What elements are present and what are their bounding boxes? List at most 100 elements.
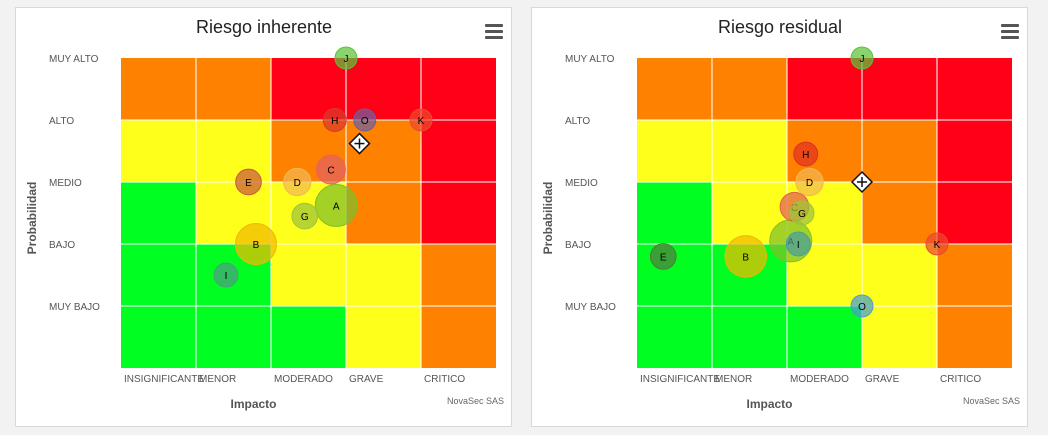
x-tick-label: MENOR <box>715 374 752 385</box>
bubble-label: D <box>294 178 301 189</box>
heatmap-cell <box>421 244 496 306</box>
heatmap-cell <box>121 58 196 120</box>
bubble-point <box>793 141 819 167</box>
bubble-label: J <box>860 54 865 65</box>
x-axis-title: Impacto <box>230 397 276 411</box>
bubble-point <box>649 243 677 270</box>
bubble-label: G <box>301 212 309 223</box>
heatmap-cell <box>787 58 862 120</box>
y-tick-label: BAJO <box>49 240 75 251</box>
chart-panel-residual: Riesgo residual MUY BAJO BAJO MEDIO ALTO MUY … <box>531 7 1028 427</box>
heatmap-cell <box>196 306 271 368</box>
bubble-label: H <box>802 150 809 161</box>
bubble-label: C <box>327 166 334 177</box>
bubble-point <box>785 231 811 257</box>
bubble-point <box>322 108 347 132</box>
x-tick-label: CRITICO <box>940 374 981 385</box>
bubble-point <box>724 235 767 278</box>
heatmap-cell <box>271 244 346 306</box>
bubble-point <box>353 108 377 132</box>
heatmap-cell <box>862 306 937 368</box>
y-tick-label: MUY BAJO <box>565 302 616 313</box>
heatmap-cell <box>937 58 1012 120</box>
y-tick-label: ALTO <box>49 116 74 127</box>
heatmap-cell <box>346 182 421 244</box>
bubble-point <box>235 223 277 265</box>
heatmap-cell <box>121 120 196 182</box>
y-tick-label: MUY ALTO <box>49 54 99 65</box>
chart-title: Riesgo residual <box>718 17 842 37</box>
heatmap-cell <box>121 182 196 244</box>
y-tick-label: ALTO <box>565 116 590 127</box>
bubble-label: K <box>418 116 425 127</box>
bubble-point <box>291 202 319 230</box>
heatmap-cell <box>346 244 421 306</box>
bubble-label: B <box>253 240 260 251</box>
bubble-label: O <box>858 302 866 313</box>
y-tick-label: MUY ALTO <box>565 54 615 65</box>
heatmap-cell <box>637 120 712 182</box>
y-tick-label: BAJO <box>565 240 591 251</box>
heatmap-cell <box>421 58 496 120</box>
bubble-label: E <box>245 178 252 189</box>
x-axis-title: Impacto <box>746 397 792 411</box>
x-tick-label: CRITICO <box>424 374 465 385</box>
heatmap-cell <box>121 244 196 306</box>
bubble-label: K <box>934 240 941 251</box>
chart-credit: NovaSec SAS <box>963 396 1020 406</box>
heatmap-cell <box>712 120 787 182</box>
heatmap-cell <box>271 306 346 368</box>
heatmap-cell <box>862 120 937 182</box>
heatmap-cell <box>937 306 1012 368</box>
chart-menu-icon[interactable] <box>1001 24 1019 40</box>
heatmap-cell <box>862 182 937 244</box>
heatmap-cell <box>637 58 712 120</box>
bubble-point <box>213 262 239 288</box>
x-tick-label: GRAVE <box>349 374 384 385</box>
chart-panel-inherente: Riesgo inherente MUY BAJO BAJO MEDIO ALTO MUY… <box>15 7 512 427</box>
bubble-label: O <box>361 116 369 127</box>
x-tick-label: INSIGNIFICANTE <box>640 374 720 385</box>
bubble-point <box>316 154 346 185</box>
chart-title: Riesgo inherente <box>196 17 332 37</box>
heatmap-cell <box>637 306 712 368</box>
bubble-point <box>235 168 262 196</box>
bubble-label: D <box>806 178 813 189</box>
y-tick-label: MEDIO <box>49 178 82 189</box>
chart-credit: NovaSec SAS <box>447 396 504 406</box>
y-tick-label: MEDIO <box>565 178 598 189</box>
heatmap-cell <box>862 58 937 120</box>
heatmap-cell <box>121 306 196 368</box>
x-tick-label: MODERADO <box>790 374 849 385</box>
bubble-point <box>925 232 949 256</box>
bubble-point <box>409 108 433 132</box>
bubble-point <box>795 167 824 197</box>
heatmap-cell <box>637 182 712 244</box>
heatmap-cell <box>712 306 787 368</box>
heatmap-cell <box>421 120 496 182</box>
bubble-label: J <box>344 54 349 65</box>
chart-svg-residual: Riesgo residual MUY BAJO BAJO MEDIO ALTO MUY … <box>541 17 1020 411</box>
bubble-point <box>850 46 874 70</box>
bubble-point <box>334 46 358 70</box>
bubble-point <box>789 200 815 226</box>
heatmap-cell <box>937 182 1012 244</box>
chart-menu-icon[interactable] <box>485 24 503 40</box>
bubble-label: A <box>333 202 340 213</box>
x-tick-label: GRAVE <box>865 374 900 385</box>
bubble-label: G <box>798 209 806 220</box>
bubble-label: H <box>331 116 338 127</box>
y-tick-label: MUY BAJO <box>49 302 100 313</box>
heatmap-cell <box>196 58 271 120</box>
bubble-label: I <box>225 271 228 282</box>
heatmap-cell <box>346 306 421 368</box>
heatmap-cell <box>712 58 787 120</box>
heatmap-cell <box>421 306 496 368</box>
heatmap-cell <box>937 244 1012 306</box>
heatmap-cell <box>196 120 271 182</box>
bubble-label: I <box>797 240 800 251</box>
heatmap-cell <box>862 244 937 306</box>
x-tick-label: INSIGNIFICANTE <box>124 374 204 385</box>
bubble-label: B <box>742 252 749 263</box>
